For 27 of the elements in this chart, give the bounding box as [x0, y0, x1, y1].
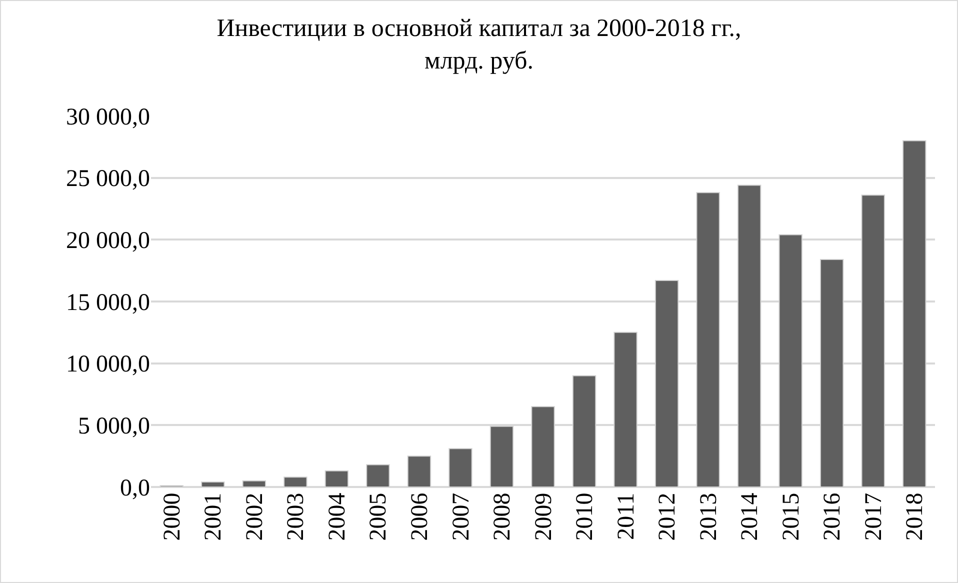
x-tick-label: 2012	[654, 492, 681, 541]
x-tick-label: 2006	[407, 492, 434, 541]
x-tick-label: 2013	[696, 492, 722, 541]
x-tick-label: 2011	[613, 492, 640, 540]
y-tick-label: 10 000,0	[66, 352, 150, 378]
x-tick-label: 2008	[490, 492, 516, 541]
y-tick-label: 30 000,0	[66, 104, 150, 130]
x-tick-label: 2004	[324, 492, 350, 541]
x-tick-label: 2002	[242, 492, 268, 541]
y-tick-label: 0,0	[120, 475, 150, 502]
y-tick-label: 5 000,0	[78, 414, 150, 440]
x-tick-label: 2018	[902, 492, 928, 541]
x-tick-label: 2009	[530, 492, 557, 541]
x-tick-label: 2007	[448, 492, 474, 541]
x-tick-label: 2015	[778, 492, 804, 541]
chart-title: Инвестиции в основной капитал за 2000-2018 гг., млрд. руб.	[216, 14, 742, 74]
x-tick-label: 2005	[366, 492, 392, 541]
y-tick-label: 15 000,0	[66, 290, 150, 316]
x-tick-label: 2010	[572, 492, 598, 541]
x-tick-label: 2003	[283, 492, 310, 541]
y-tick-label: 25 000,0	[66, 166, 150, 192]
x-tick-label: 2000	[159, 492, 186, 541]
x-tick-label: 2016	[820, 492, 846, 541]
y-tick-label: 20 000,0	[66, 228, 150, 254]
x-tick-label: 2001	[200, 492, 227, 541]
x-tick-label: 2014	[737, 492, 764, 541]
x-tick-label: 2017	[860, 492, 887, 541]
